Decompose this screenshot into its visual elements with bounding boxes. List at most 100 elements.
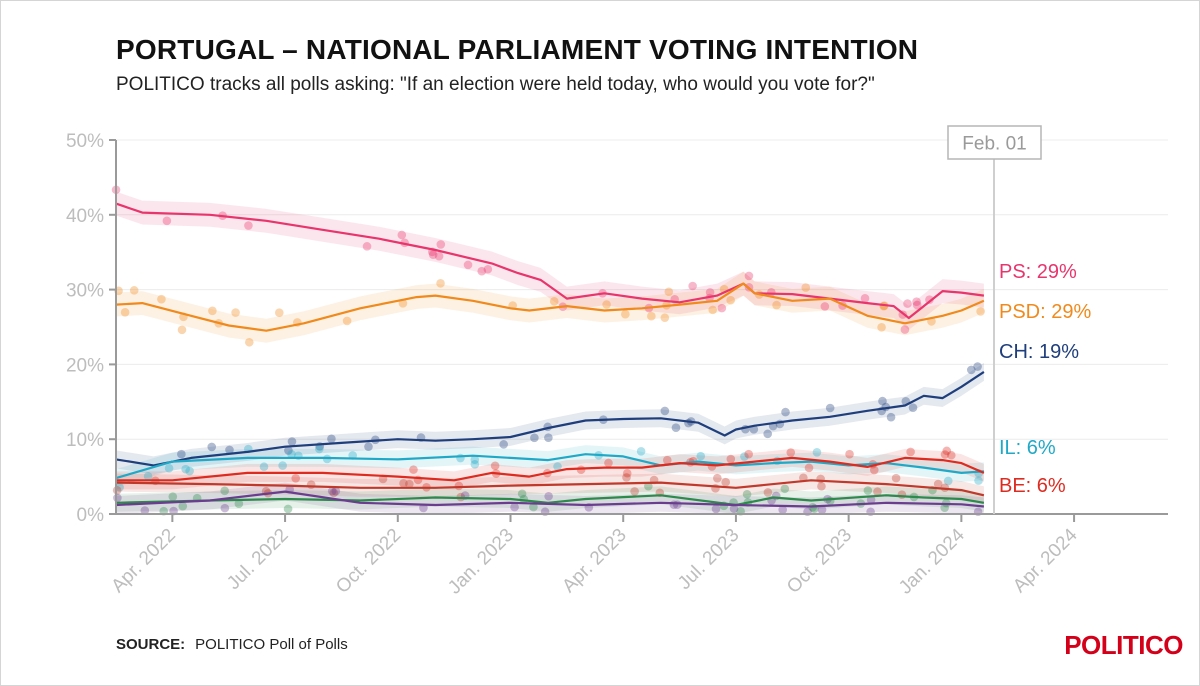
band-ch — [116, 362, 984, 475]
poll-point — [327, 434, 336, 444]
poll-point — [726, 295, 735, 305]
poll-point — [314, 444, 324, 454]
poll-point — [973, 362, 982, 371]
poll-point — [940, 450, 950, 459]
poll-point — [721, 477, 730, 487]
poll-point — [711, 504, 721, 514]
axes — [115, 140, 1168, 515]
y-tick-label: 50% — [66, 131, 104, 152]
source-label: SOURCE: — [116, 636, 186, 653]
poll-point — [342, 316, 352, 326]
poll-point — [362, 242, 372, 251]
poll-point — [688, 281, 697, 291]
source-note: SOURCE: POLITICO Poll of Polls — [116, 636, 348, 653]
poll-point — [397, 230, 407, 240]
poll-point — [943, 476, 953, 486]
poll-point — [259, 462, 269, 472]
label-be: BE: 6% — [999, 475, 1066, 497]
poll-point — [717, 303, 727, 313]
poll-point — [778, 505, 787, 515]
poll-point — [966, 365, 976, 375]
poll-point — [529, 502, 538, 512]
poll-point — [662, 455, 672, 465]
poll-point — [291, 474, 301, 483]
poll-point — [120, 308, 130, 317]
trend-line-other-purple — [115, 490, 985, 508]
poll-point — [399, 479, 408, 488]
y-tick-label: 30% — [66, 281, 104, 302]
poll-point — [244, 337, 254, 347]
poll-point — [164, 463, 174, 473]
poll-point — [903, 299, 912, 308]
poll-point — [284, 446, 293, 455]
poll-point — [878, 396, 887, 406]
poll-point — [517, 489, 527, 499]
poll-point — [817, 505, 827, 515]
poll-point — [306, 480, 316, 489]
poll-point — [925, 295, 934, 304]
poll-point — [278, 461, 287, 470]
poll-point — [772, 300, 781, 310]
poll-point — [636, 447, 646, 456]
poll-point — [177, 325, 187, 335]
poll-point — [669, 500, 679, 509]
poll-point — [470, 455, 480, 464]
poll-point — [763, 429, 772, 439]
poll-point — [181, 464, 190, 474]
poll-point — [331, 486, 341, 496]
poll-point — [630, 487, 639, 496]
poll-point — [863, 486, 873, 495]
poll-point — [729, 504, 739, 513]
poll-point — [185, 466, 194, 476]
poll-point — [660, 406, 670, 416]
poll-point — [740, 452, 749, 461]
poll-point — [780, 484, 790, 494]
poll-point — [553, 462, 562, 471]
poll-point — [942, 446, 952, 456]
poll-point — [477, 266, 487, 276]
band-other-red — [116, 471, 984, 505]
poll-point — [696, 451, 706, 461]
poll-point — [974, 476, 983, 485]
poll-point — [781, 407, 790, 417]
poll-point — [434, 251, 444, 261]
y-tick-label: 0% — [77, 505, 105, 526]
label-psd: PSD: 29% — [999, 301, 1091, 323]
poll-point — [436, 240, 446, 249]
poll-point — [912, 300, 922, 310]
label-ps: PS: 29% — [999, 261, 1077, 283]
poll-point — [933, 479, 943, 489]
poll-point — [825, 403, 835, 413]
poll-point — [647, 311, 656, 321]
poll-point — [742, 489, 752, 499]
poll-point — [168, 492, 178, 501]
poll-point — [877, 323, 886, 332]
trend-lines — [115, 202, 985, 508]
chart-subtitle: POLITICO tracks all polls asking: "If an… — [116, 74, 875, 95]
date-marker: Feb. 01 — [947, 125, 1042, 514]
x-axis-labels: Apr. 2022 Jul. 2022 Oct. 2022 Jan. 2023 Apr.… — [108, 514, 1082, 599]
poll-point — [869, 465, 879, 475]
label-ch: CH: 19% — [999, 341, 1079, 363]
poll-point — [897, 490, 907, 499]
band-il — [116, 445, 984, 488]
chart-title: PORTUGAL – NATIONAL PARLIAMENT VOTING IN… — [116, 34, 919, 65]
poll-point — [544, 433, 553, 443]
poll-point — [860, 294, 870, 303]
poll-point — [409, 465, 418, 474]
poll-point — [405, 479, 414, 489]
poll-point — [143, 472, 153, 481]
poll-point — [157, 294, 166, 304]
poll-point — [602, 300, 611, 309]
poll-point — [364, 442, 373, 451]
poll-point — [113, 493, 122, 503]
poll-point — [129, 286, 139, 295]
poll-point — [671, 423, 681, 433]
date-marker-box — [947, 125, 1042, 160]
poll-point — [112, 486, 122, 495]
poll-point — [499, 440, 508, 449]
trend-line-ch — [115, 370, 985, 467]
poll-point — [244, 221, 253, 230]
poll-point — [208, 306, 217, 316]
poll-point — [274, 308, 284, 318]
